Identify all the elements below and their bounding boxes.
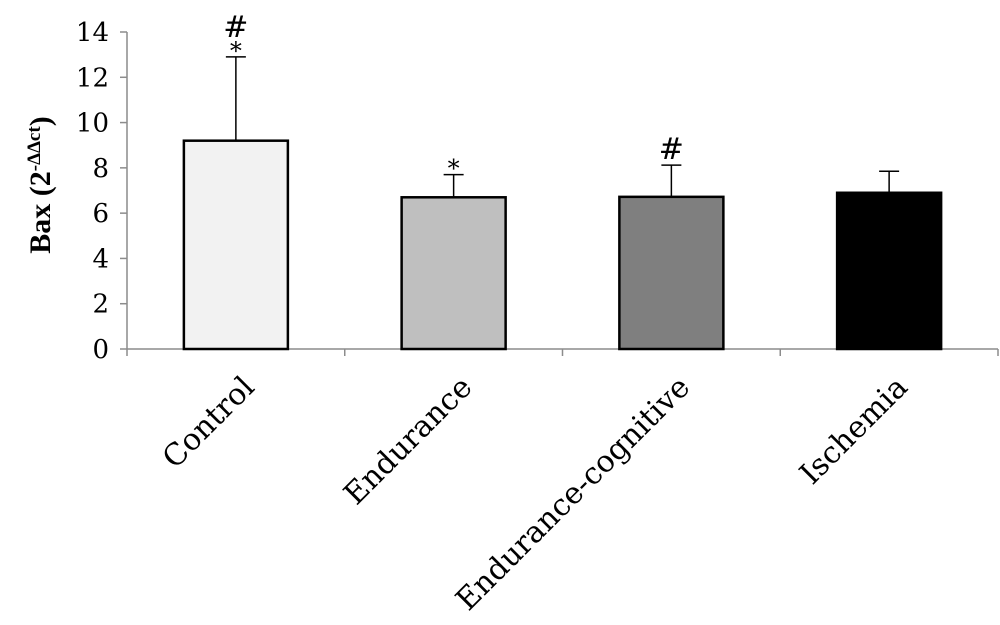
bars: [182, 139, 943, 351]
y-axis-title-superscript: -ΔΔct: [24, 126, 45, 172]
x-category-label: Control: [156, 370, 262, 476]
significance-star: *: [230, 37, 242, 65]
bar-endurance-cognitive: [618, 195, 725, 351]
error-bars: [225, 56, 900, 198]
bar-endurance: [400, 196, 507, 351]
bar-control: [182, 139, 290, 351]
y-tick-label: 2: [92, 290, 109, 320]
significance-star: *: [448, 155, 460, 183]
x-category-label: Endurance-cognitive: [449, 370, 697, 618]
y-axis-title-close: ): [24, 116, 57, 126]
y-tick-label: 6: [92, 199, 109, 229]
y-tick-label: 8: [92, 154, 109, 184]
y-axis-title: Bax (2-ΔΔct): [24, 116, 58, 253]
y-tick-label: 12: [76, 63, 109, 93]
y-tick-label: 0: [92, 335, 109, 365]
y-axis-title-main: Bax (2: [24, 171, 57, 254]
y-axis: 0 2 4 6 8 10 12 14: [76, 18, 128, 365]
x-category-label: Endurance: [337, 370, 479, 512]
bar-ischemia: [835, 191, 943, 351]
y-tick-label: 10: [76, 109, 109, 139]
y-tick-label: 14: [76, 18, 109, 48]
x-category-label: Ischemia: [793, 370, 915, 492]
significance-hash: #: [659, 132, 684, 167]
significance-markers: *#*#: [223, 10, 684, 183]
significance-hash: #: [223, 10, 248, 45]
y-tick-label: 4: [92, 244, 109, 274]
